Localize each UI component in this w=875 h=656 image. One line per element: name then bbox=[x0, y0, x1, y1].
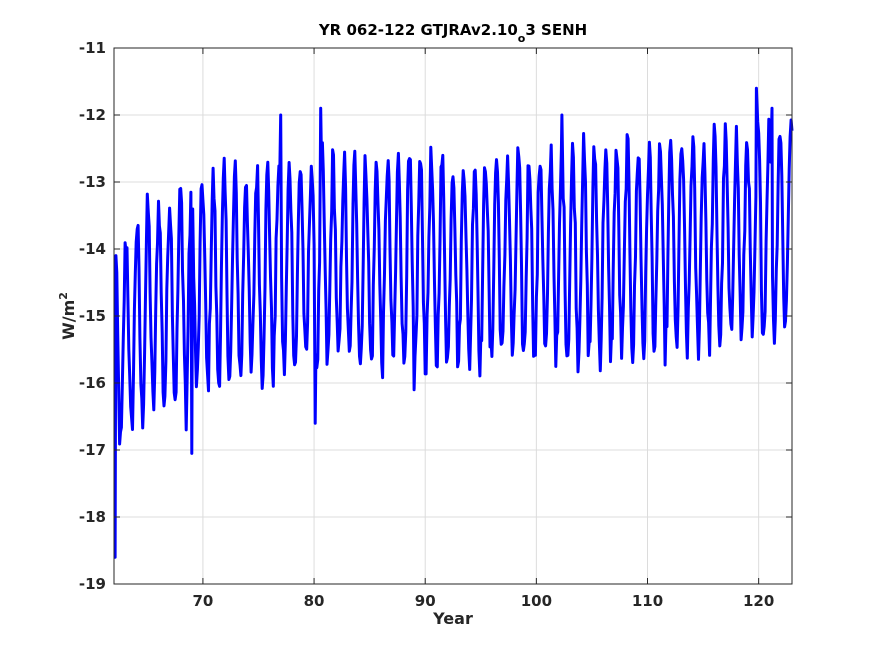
chart-title-main: YR 062-122 GTJRAv2.10 bbox=[318, 21, 518, 39]
x-tick-labels: 70 80 90 100 110 120 bbox=[192, 592, 774, 610]
series-layer bbox=[113, 86, 794, 559]
x-tick-label: 70 bbox=[192, 592, 213, 610]
y-tick-labels: -19 -18 -17 -16 -15 -14 -13 -12 -11 bbox=[79, 39, 106, 593]
chart-title-suffix: 3 SENH bbox=[525, 21, 587, 39]
x-tick-label: 110 bbox=[632, 592, 663, 610]
chart-title-subscript: o bbox=[518, 32, 526, 45]
y-tick-label: -17 bbox=[79, 441, 106, 459]
x-tick-label: 90 bbox=[415, 592, 436, 610]
y-tick-label: -19 bbox=[79, 575, 106, 593]
y-axis-title-base: W/m bbox=[59, 300, 78, 340]
y-tick-label: -12 bbox=[79, 106, 106, 124]
x-tick-label: 80 bbox=[304, 592, 325, 610]
series-line bbox=[113, 86, 794, 559]
x-tick-label: 100 bbox=[521, 592, 552, 610]
y-axis-title-superscript: 2 bbox=[57, 292, 70, 300]
y-tick-label: -13 bbox=[79, 173, 106, 191]
x-axis-title: Year bbox=[432, 609, 473, 628]
y-tick-label: -14 bbox=[79, 240, 106, 258]
y-tick-label: -15 bbox=[79, 307, 106, 325]
y-axis-title: W/m2 bbox=[57, 292, 78, 340]
y-tick-label: -11 bbox=[79, 39, 106, 57]
y-tick-label: -18 bbox=[79, 508, 106, 526]
x-tick-label: 120 bbox=[743, 592, 774, 610]
y-tick-label: -16 bbox=[79, 374, 106, 392]
chart-title: YR 062-122 GTJRAv2.10o3 SENH bbox=[318, 21, 587, 45]
tick-marks bbox=[114, 47, 792, 585]
